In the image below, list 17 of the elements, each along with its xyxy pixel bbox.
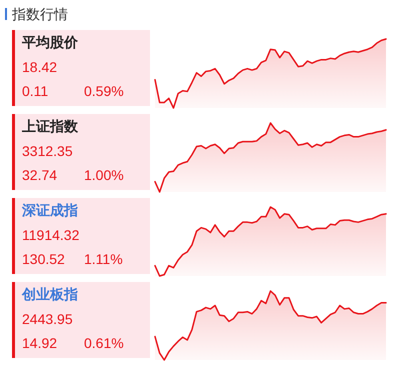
text: 2443.95 xyxy=(22,311,73,327)
text: 创业板指 xyxy=(21,286,78,302)
text: 32.74 xyxy=(22,167,58,183)
text: 0.11 xyxy=(22,83,48,99)
text: 深证成指 xyxy=(21,202,78,218)
text: 3312.35 xyxy=(22,143,73,159)
text: 1.00% xyxy=(84,167,124,183)
text: 指数行情 xyxy=(11,6,68,22)
text: 0.61% xyxy=(84,335,124,351)
text: 130.52 xyxy=(22,251,66,267)
text: 上证指数 xyxy=(21,118,79,134)
text: 11914.32 xyxy=(22,227,80,243)
text: 1.11% xyxy=(84,251,123,267)
text: 18.42 xyxy=(22,59,58,75)
text: 平均股价 xyxy=(21,34,79,50)
text: 0.59% xyxy=(84,83,124,99)
text: 14.92 xyxy=(22,335,58,351)
